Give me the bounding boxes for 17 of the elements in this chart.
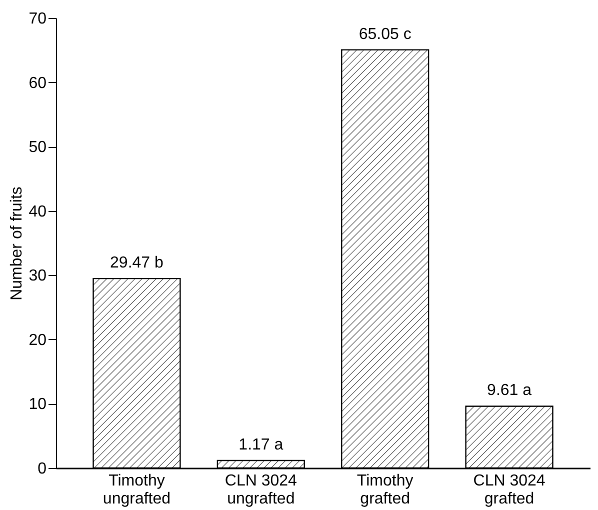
y-axis-title: Number of fruits [8, 186, 26, 300]
y-tick-label: 0 [38, 460, 47, 478]
y-tick-label: 10 [28, 396, 47, 414]
y-tick-label: 70 [28, 10, 47, 28]
y-tick-label: 50 [28, 139, 47, 156]
x-tick-label: CLN 3024 grafted [473, 472, 546, 508]
data-label: 1.17 a [238, 436, 284, 454]
x-tick-label: Timothy grafted [356, 472, 414, 508]
y-tick-label: 60 [28, 74, 47, 92]
data-label: 9.61 a [487, 382, 532, 400]
data-label: 29.47 b [110, 254, 164, 272]
x-tick-label: CLN 3024 ungrafted [224, 472, 298, 508]
y-tick-label: 30 [28, 268, 47, 285]
y-tick-label: 20 [28, 332, 47, 349]
x-tick-label: Timothy ungrafted [102, 472, 171, 508]
data-label: 65.05 c [358, 26, 412, 43]
y-tick-label: 40 [28, 203, 47, 220]
